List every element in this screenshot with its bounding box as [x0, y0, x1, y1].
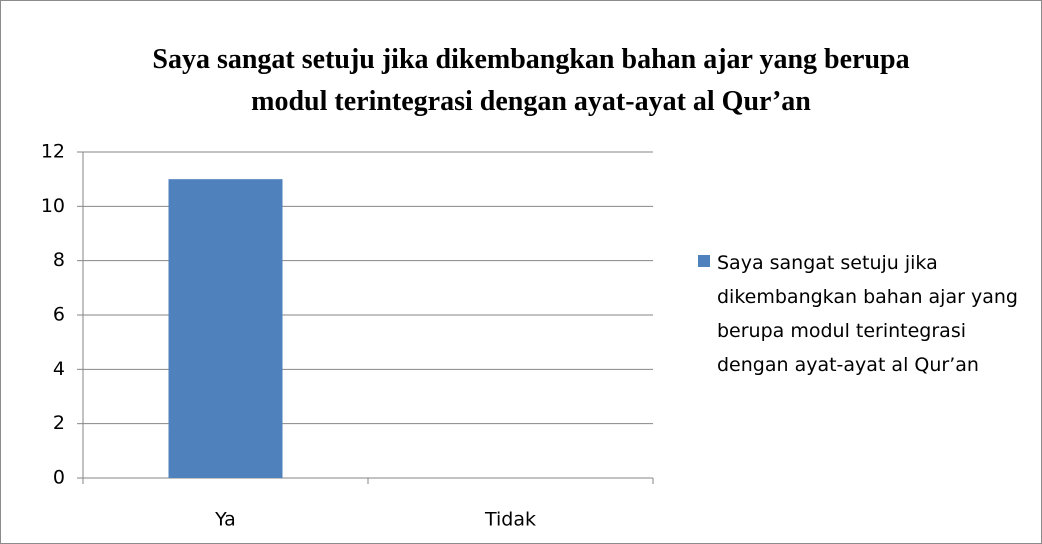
y-tick-label: 2 — [53, 412, 65, 434]
y-tick-label: 6 — [53, 304, 65, 326]
y-tick-label: 10 — [41, 195, 65, 217]
legend-key — [698, 255, 710, 267]
y-tick-label: 4 — [53, 358, 65, 380]
chart-title: Saya sangat setuju jika dikembangkan bah… — [152, 44, 910, 117]
y-tick-label: 0 — [53, 467, 65, 489]
x-tick-label: Ya — [214, 509, 236, 531]
y-tick-label: 12 — [41, 141, 65, 163]
y-tick-label: 8 — [53, 249, 65, 271]
legend-label: Saya sangat setuju jika dikembangkan bah… — [717, 252, 1018, 376]
bar — [168, 179, 283, 478]
x-tick-label: Tidak — [484, 509, 536, 531]
